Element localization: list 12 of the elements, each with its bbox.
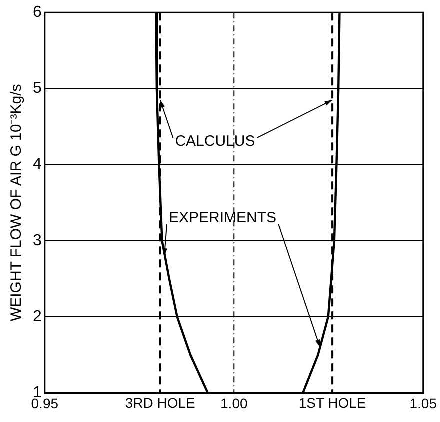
y-tick-label: 3 xyxy=(32,232,42,250)
annotation: CALCULUS xyxy=(175,133,256,150)
y-axis-title: WEIGHT FLOW OF AIR G 10⁻³Kg/s xyxy=(8,84,26,322)
x-tick-label: 1.00 xyxy=(220,395,248,412)
ref-line-label: 1ST HOLE xyxy=(298,395,366,412)
ref-line-label: 3RD HOLE xyxy=(125,395,196,412)
annotation: EXPERIMENTS xyxy=(169,209,277,226)
x-tick-label: 1.05 xyxy=(410,395,438,412)
y-tick-label: 4 xyxy=(32,156,42,174)
y-tick-label: 2 xyxy=(32,308,42,326)
y-tick-label: 5 xyxy=(32,80,42,98)
y-tick-label: 6 xyxy=(32,4,42,22)
